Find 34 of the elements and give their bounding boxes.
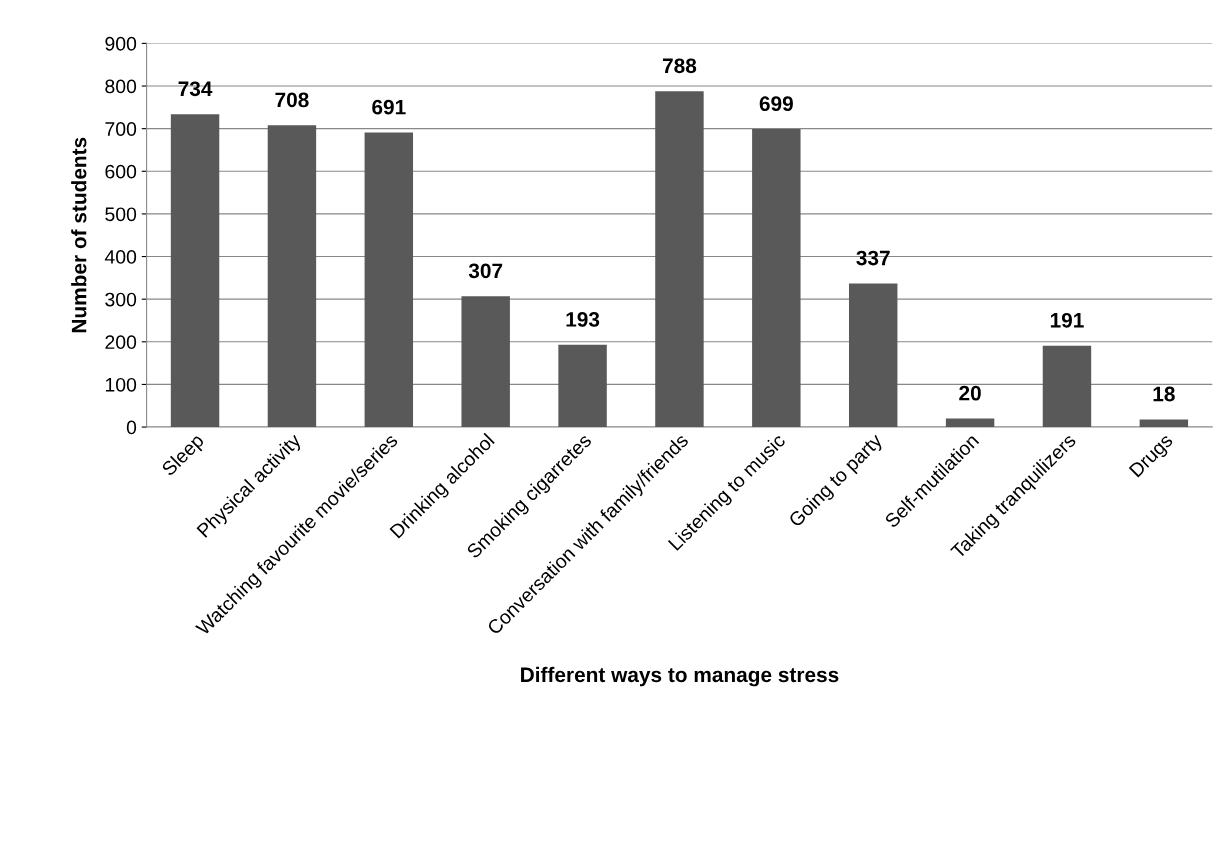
- y-tick-label: 500: [105, 207, 137, 222]
- bar: [1139, 419, 1189, 428]
- y-axis-title: Number of students: [71, 137, 87, 333]
- x-axis-title: Different ways to manage stress: [521, 666, 839, 687]
- bar: [848, 283, 898, 428]
- data-label: 337: [856, 250, 890, 266]
- bar: [752, 129, 801, 428]
- data-label: 788: [662, 58, 697, 74]
- bar: [267, 125, 317, 428]
- bar: [655, 91, 704, 428]
- bar: [461, 296, 510, 428]
- data-label: 734: [178, 81, 213, 97]
- y-tick-label: 200: [105, 335, 137, 350]
- data-label: 20: [959, 385, 981, 401]
- data-label: 708: [275, 92, 309, 108]
- data-label: 699: [759, 96, 793, 112]
- y-tick-label: 700: [105, 122, 137, 136]
- y-tick-label: 400: [104, 250, 137, 264]
- bar: [364, 132, 414, 428]
- bar: [170, 114, 220, 428]
- y-tick-label: 600: [105, 164, 137, 179]
- y-tick-label: 0: [126, 420, 137, 435]
- y-tick-label: 300: [105, 292, 137, 307]
- data-label: 191: [1050, 312, 1084, 328]
- y-tick-label: 100: [105, 377, 137, 392]
- data-label: 691: [372, 99, 406, 115]
- bar: [1042, 345, 1092, 428]
- bar: [558, 344, 607, 428]
- data-label: 193: [566, 312, 600, 327]
- data-label: 307: [468, 263, 503, 279]
- data-label: 18: [1153, 386, 1175, 402]
- y-tick-label: 900: [105, 36, 137, 51]
- y-tick-label: 800: [105, 79, 137, 94]
- bar: [945, 418, 995, 428]
